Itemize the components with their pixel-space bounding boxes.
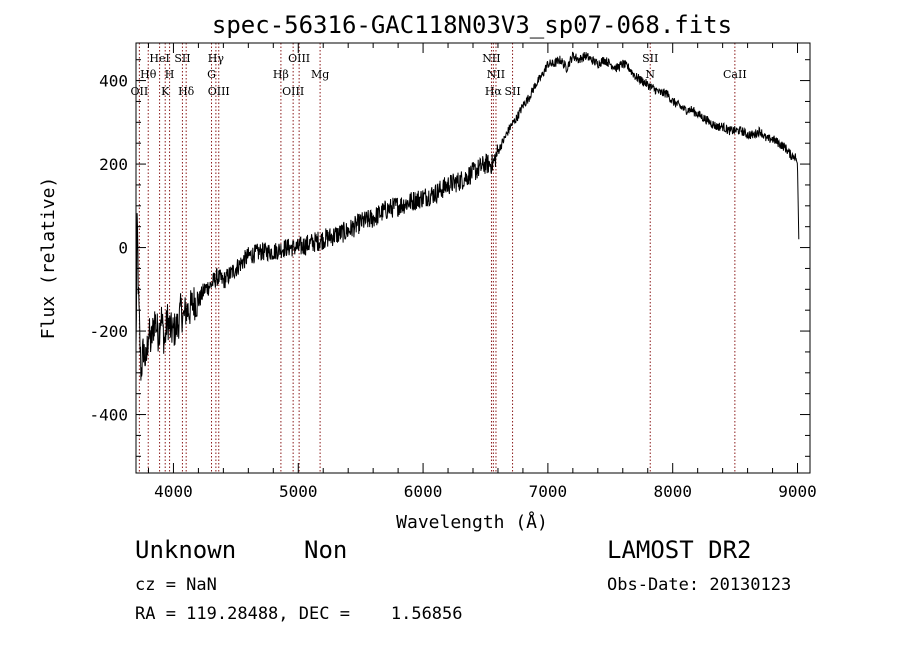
line-label: G [207,68,216,81]
emission-lines [138,43,736,473]
line-label: Mg [311,68,329,81]
y-tick-label: 0 [118,239,128,258]
line-label: Hθ [140,68,157,81]
line-label: HeI [149,52,169,65]
line-label: NII [482,52,500,65]
axis-ticks: 4000 5000 6000 7000 8000 9000 -400 -200 0 200 400 [89,43,817,501]
y-tick-label: 200 [99,155,128,174]
x-tick-label: 6000 [404,482,443,501]
y-tick-label: -400 [89,406,128,425]
line-label: H [165,68,175,81]
line-labels: OIIHθHeIKHSIIHδGHγOIIIHβOIIIOIIIMgNIIHαN… [131,52,747,98]
x-axis-label: Wavelength (Å) [396,511,548,533]
x-tick-label: 4000 [154,482,193,501]
plot-frame [135,42,811,474]
line-label: Hα [485,85,503,98]
survey-name: LAMOST DR2 [607,536,752,564]
line-label: Hγ [208,52,225,65]
y-tick-label: -200 [89,322,128,341]
line-label: CaII [723,68,747,81]
spectrum-plot: spec-56316-GAC118N03V3_sp07-068.fits Wav… [38,11,817,533]
line-label: NII [487,68,505,81]
line-label: Hβ [273,68,289,81]
observation-date: Obs-Date: 20130123 [607,575,792,595]
y-tick-label: 400 [99,72,128,91]
line-label: OII [131,85,149,98]
redshift-cz: cz = NaN [135,575,217,595]
x-tick-label: 5000 [279,482,318,501]
line-label: SII [642,52,658,65]
line-label: Hδ [178,85,195,98]
spectrum-series [135,51,800,381]
line-label: OIII [208,85,230,98]
line-label: OIII [288,52,310,65]
line-label: SII [504,85,520,98]
x-tick-label: 7000 [529,482,568,501]
line-label: OIII [282,85,304,98]
object-subclass: Non [304,536,348,564]
object-class: Unknown [135,536,237,564]
line-label: N [645,68,655,81]
ra-dec-coordinates: RA = 119.28488, DEC = 1.56856 [135,604,463,624]
line-label: SII [174,52,190,65]
chart-title: spec-56316-GAC118N03V3_sp07-068.fits [212,11,732,39]
x-tick-label: 9000 [778,482,817,501]
line-label: K [161,85,170,98]
y-axis-label: Flux (relative) [38,177,59,340]
x-tick-label: 8000 [653,482,692,501]
